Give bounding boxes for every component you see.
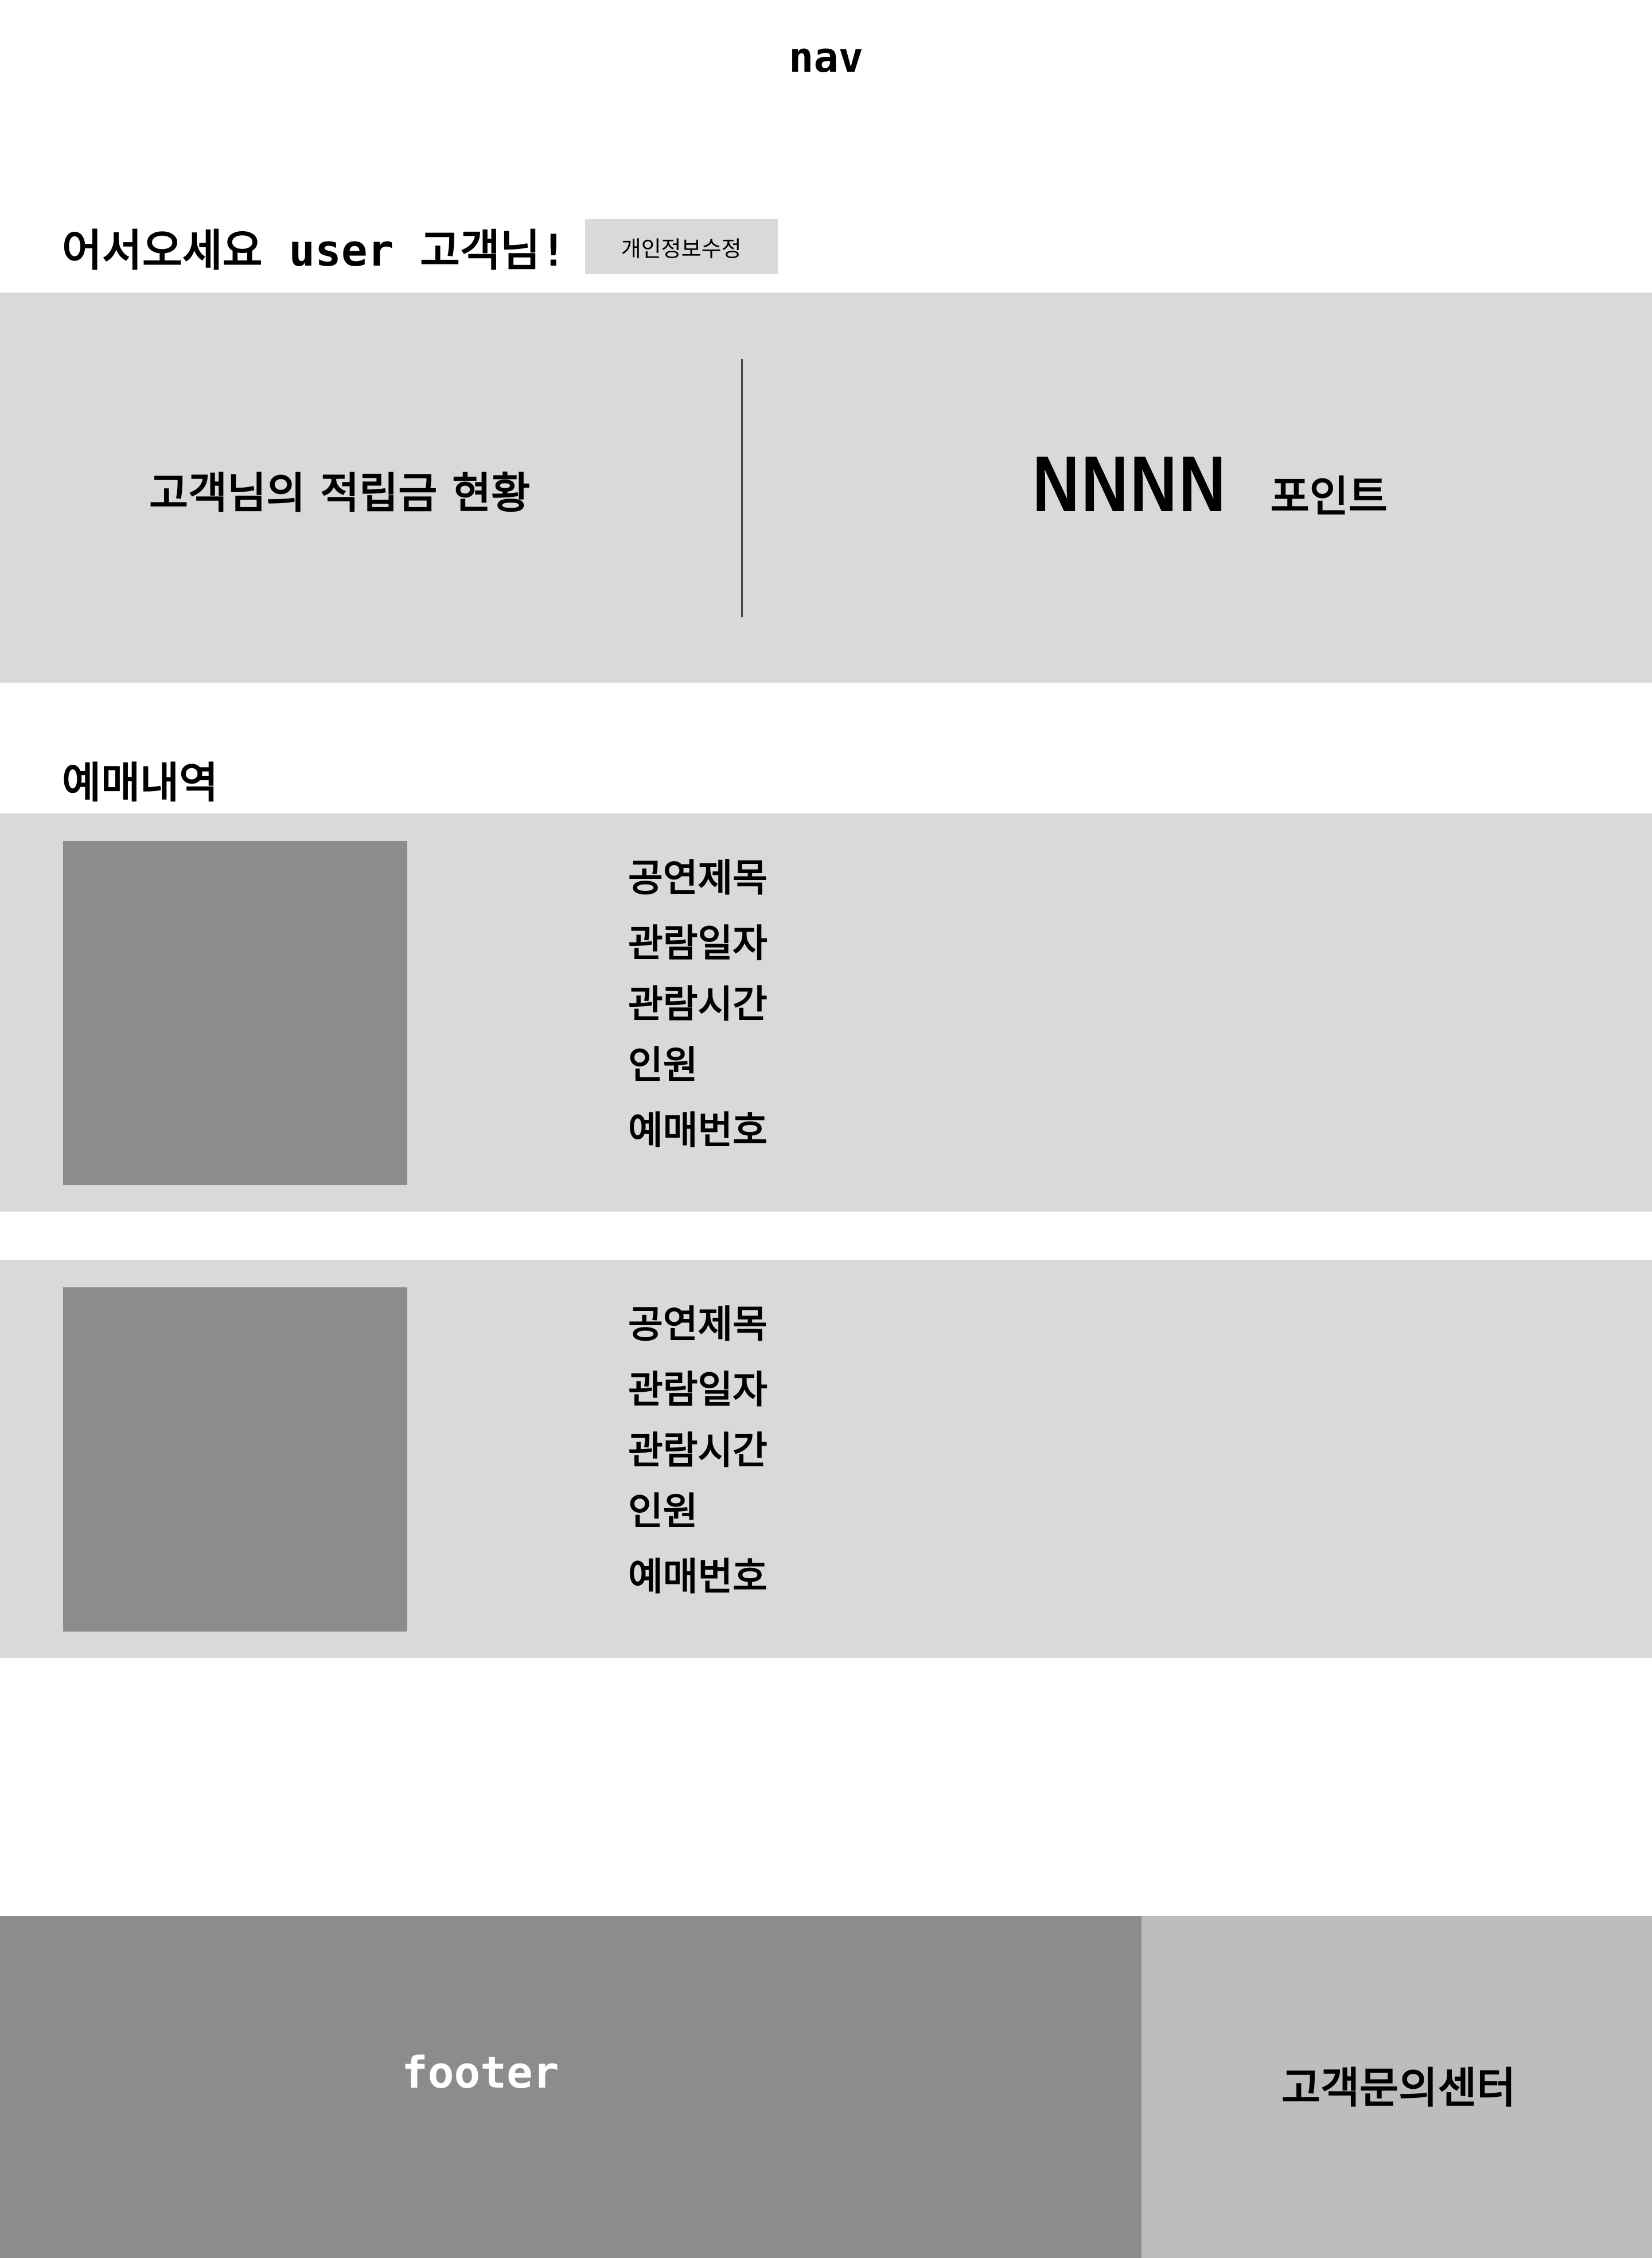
booking-card[interactable]: 공연제목 관람일자 관람시간 인원 예매번호 bbox=[0, 1260, 1652, 1658]
booking-history-title: 예매내역 bbox=[62, 758, 219, 808]
customer-support-center[interactable]: 고객문의센터 bbox=[1141, 1916, 1652, 2258]
nav-label: nav bbox=[788, 33, 864, 81]
greeting-text: 어서오세요 user 고객님! bbox=[62, 225, 567, 276]
booking-show-title: 공연제목 bbox=[628, 1302, 767, 1346]
booking-view-date: 관람일자 bbox=[628, 921, 767, 966]
points-divider bbox=[741, 359, 743, 617]
booking-show-title: 공연제목 bbox=[628, 856, 767, 900]
booking-view-time: 관람시간 bbox=[628, 1428, 767, 1473]
poster-image-placeholder[interactable] bbox=[63, 841, 407, 1185]
booking-number: 예매번호 bbox=[628, 1108, 767, 1153]
booking-headcount: 인원 bbox=[628, 1043, 698, 1087]
points-unit: 포인트 bbox=[1270, 472, 1388, 521]
booking-info-list: 공연제목 관람일자 관람시간 인원 예매번호 bbox=[628, 1306, 767, 1596]
footer: footer bbox=[0, 1916, 1141, 2258]
points-value-group: NNNN 포인트 bbox=[1032, 439, 1388, 530]
points-label: 고객님의 적립금 현황 bbox=[149, 469, 531, 518]
points-banner: 고객님의 적립금 현황 NNNN 포인트 bbox=[0, 293, 1652, 683]
footer-label: footer bbox=[402, 2047, 559, 2098]
top-nav: nav bbox=[0, 0, 1652, 120]
points-value: NNNN bbox=[1032, 440, 1228, 528]
booking-info-list: 공연제목 관람일자 관람시간 인원 예매번호 bbox=[628, 859, 767, 1150]
edit-profile-button[interactable]: 개인정보수정 bbox=[585, 219, 778, 274]
customer-support-label[interactable]: 고객문의센터 bbox=[1281, 2064, 1516, 2113]
poster-image-placeholder[interactable] bbox=[63, 1287, 407, 1632]
booking-view-date: 관람일자 bbox=[628, 1368, 767, 1412]
booking-number: 예매번호 bbox=[628, 1555, 767, 1599]
booking-card[interactable]: 공연제목 관람일자 관람시간 인원 예매번호 bbox=[0, 813, 1652, 1212]
booking-view-time: 관람시간 bbox=[628, 982, 767, 1026]
greeting-row: 어서오세요 user 고객님! 개인정보수정 bbox=[62, 218, 778, 276]
booking-headcount: 인원 bbox=[628, 1489, 698, 1533]
